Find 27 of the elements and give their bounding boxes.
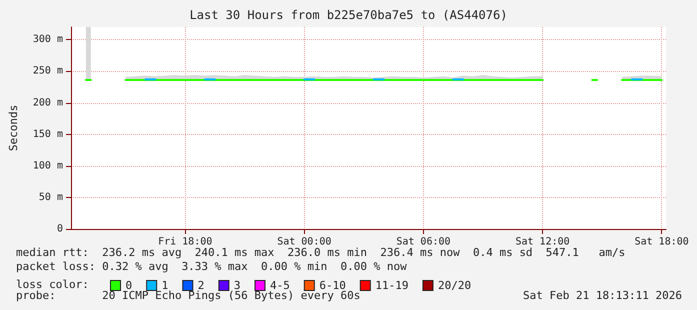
y-tick-label: 150 m	[32, 128, 63, 140]
x-tick-label: Fri 18:00	[158, 236, 212, 248]
x-tick-label: Sat 12:00	[515, 236, 570, 248]
text: packet loss: 0.32 % avg 3.33 % max 0.00 % min 0.00 % now	[16, 260, 408, 273]
legend-label: 1	[162, 279, 168, 292]
legend-label: 3	[234, 279, 240, 292]
legend-label: 11-19	[375, 279, 408, 292]
chart-title: Last 30 Hours from b225e70ba7e5 to (AS44076)	[190, 8, 508, 22]
legend-label: 4-5	[270, 279, 290, 292]
y-axis-title: Seconds	[7, 104, 20, 152]
legend-label: 2	[198, 279, 204, 292]
y-tick-label: 50 m	[38, 192, 63, 203]
x-tick-label: Sat 06:00	[396, 236, 451, 248]
x-tick-label: Sat 00:00	[277, 236, 332, 248]
y-tick-label: 100 m	[32, 160, 63, 172]
y-tick-label: 250 m	[32, 66, 63, 77]
text: probe: 20 ICMP Echo Pings (56 Bytes) every 60s	[16, 289, 360, 302]
legend-label: 6-10	[319, 279, 346, 292]
text: median rtt: 236.2 ms avg 240.1 ms max 236.0 ms min 236.4 ms now 0.4 ms sd 547.1 am/s	[16, 246, 626, 259]
text: Sat Feb 21 18:13:11 2026	[523, 289, 682, 302]
x-tick-label: Sat 18:00	[634, 236, 689, 248]
legend-title: loss color:	[16, 278, 89, 291]
y-tick-label: 300 m	[32, 34, 63, 46]
legend-label: 20/20	[438, 279, 472, 292]
legend-label: 0	[126, 279, 132, 292]
y-tick-label: 0	[56, 224, 63, 234]
y-tick-label: 200 m	[32, 97, 63, 108]
